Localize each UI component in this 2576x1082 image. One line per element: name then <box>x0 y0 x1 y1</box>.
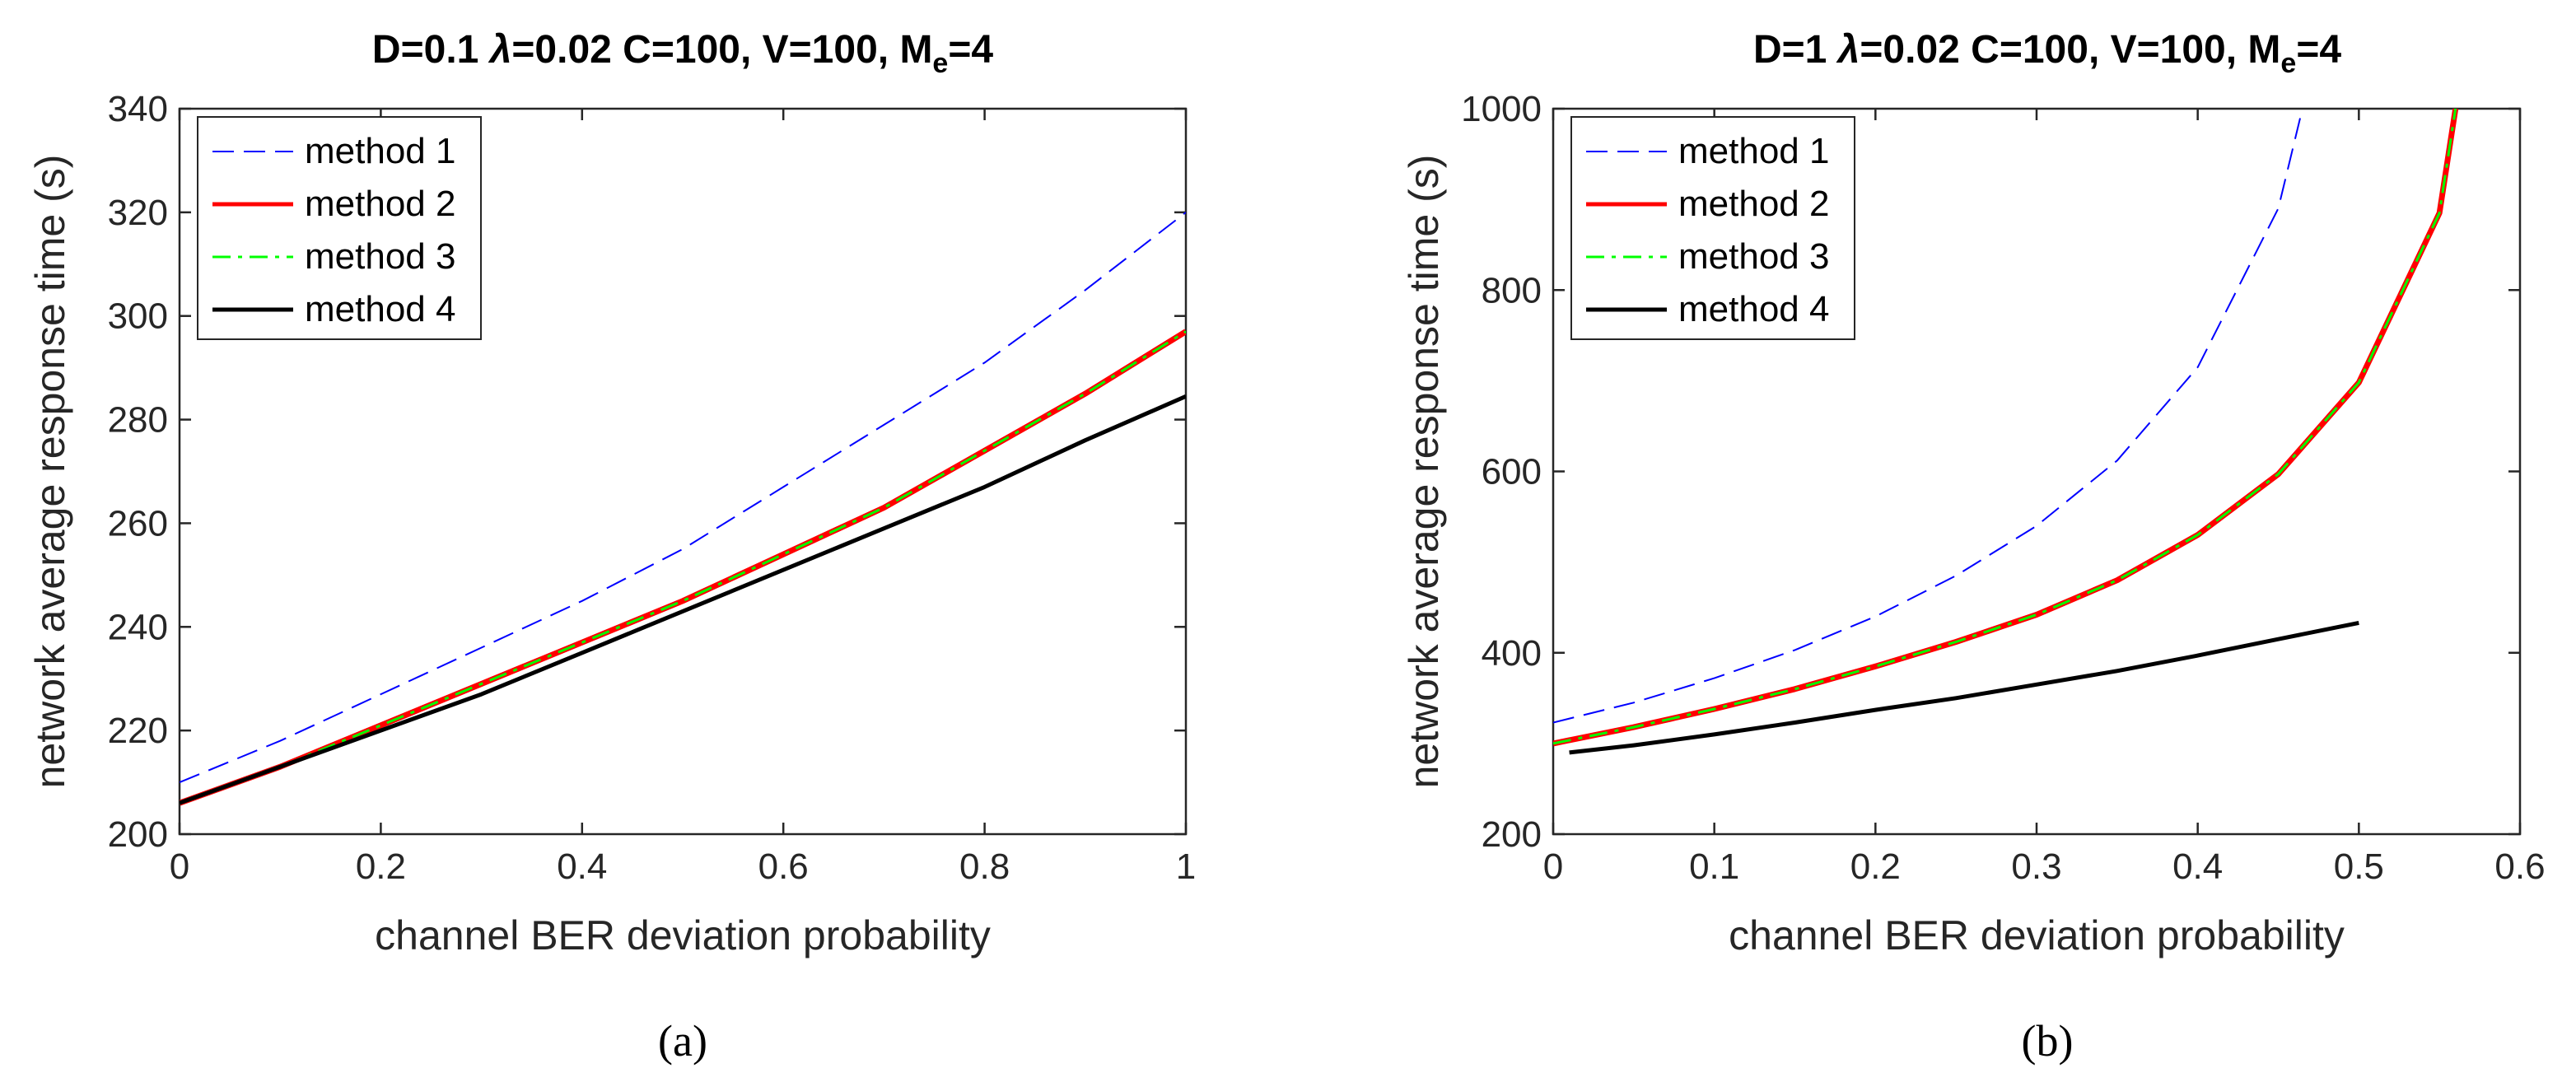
panel-caption: (a) <box>658 1016 707 1066</box>
x-tick-label: 0.4 <box>2172 846 2223 887</box>
x-tick-label: 0 <box>1543 846 1563 887</box>
y-tick-label: 800 <box>1482 270 1542 310</box>
x-axis-label: channel BER deviation probability <box>375 912 991 958</box>
legend-box <box>197 116 482 340</box>
chart-panel-b: 0 0.1 0.2 0.3 0.4 0.5 0.6 200 400 600 800 1000 metho… <box>1401 28 2546 1066</box>
x-tick-label: 0.8 <box>959 846 1010 887</box>
legend-label: method 1 <box>1678 131 1829 171</box>
y-tick-label: 600 <box>1482 452 1542 492</box>
x-tick-label: 0.6 <box>758 846 809 887</box>
series-line-method-1 <box>1553 109 2303 724</box>
legend-label: method 3 <box>305 236 455 277</box>
series-line-method-3 <box>180 330 1186 805</box>
y-tick-label: 1000 <box>1461 89 1542 129</box>
y-tick-label: 320 <box>108 193 168 233</box>
x-tick-label: 0.6 <box>2494 846 2545 887</box>
y-tick-label: 280 <box>108 400 168 441</box>
y-tick-label: 200 <box>108 814 168 855</box>
legend-label: method 4 <box>1678 289 1829 329</box>
panel-caption: (b) <box>2022 1016 2074 1066</box>
y-tick-label: 340 <box>108 89 168 129</box>
y-tick-label: 200 <box>1482 814 1542 855</box>
series-group <box>1553 109 2459 755</box>
y-axis-label: network average response time (s) <box>27 155 73 789</box>
chart-title: D=0.1 λ=0.02 C=100, V=100, Me=4 <box>372 28 993 79</box>
legend-label: method 4 <box>305 289 455 329</box>
legend-box <box>1570 116 1855 340</box>
x-tick-label: 0.4 <box>557 846 607 887</box>
y-tick-label: 220 <box>108 711 168 751</box>
x-tick-label: 0.2 <box>356 846 406 887</box>
legend-label: method 2 <box>305 184 455 224</box>
chart-title: D=1 λ=0.02 C=100, V=100, Me=4 <box>1753 28 2341 79</box>
series-group <box>180 212 1186 806</box>
series-line-method-3 <box>1553 109 2457 745</box>
x-tick-label: 0 <box>170 846 189 887</box>
series-line-method-4 <box>180 394 1186 805</box>
y-axis-label: network average response time (s) <box>1401 155 1447 789</box>
y-tick-label: 240 <box>108 607 168 647</box>
y-tick-label: 400 <box>1482 633 1542 674</box>
x-tick-label: 0.5 <box>2334 846 2384 887</box>
x-axis-label: channel BER deviation probability <box>1729 912 2345 958</box>
series-line-method-1 <box>180 212 1186 784</box>
series-line-method-4 <box>1569 620 2359 755</box>
y-tick-label: 300 <box>108 296 168 337</box>
x-tick-label: 0.2 <box>1850 846 1901 887</box>
chart-panel-a: 0 0.2 0.4 0.6 0.8 1 200 220 240 260 280 300 320 340 me… <box>27 28 1196 1066</box>
x-tick-label: 0.1 <box>1689 846 1739 887</box>
legend-label: method 3 <box>1678 236 1829 277</box>
legend-label: method 1 <box>305 131 455 171</box>
legend-label: method 2 <box>1678 184 1829 224</box>
y-tick-label: 260 <box>108 503 168 543</box>
x-tick-label: 0.3 <box>2011 846 2061 887</box>
x-tick-label: 1 <box>1176 846 1196 887</box>
